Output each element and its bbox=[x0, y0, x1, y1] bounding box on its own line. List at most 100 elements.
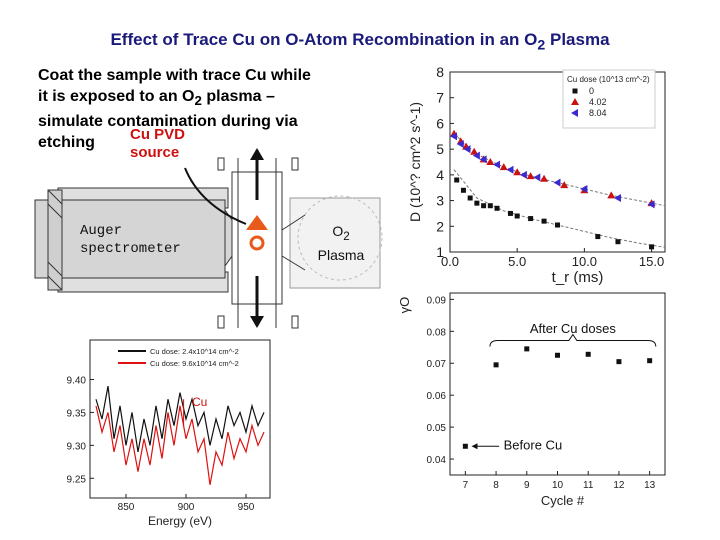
data-point-square bbox=[507, 210, 513, 216]
data-point-triangle-up bbox=[513, 168, 522, 176]
y-tick-label: 1 bbox=[436, 244, 444, 260]
data-point-square bbox=[487, 203, 493, 209]
desc-line-2-start: it is exposed to an O bbox=[38, 88, 195, 105]
spectrum-line bbox=[95, 405, 265, 485]
x-tick-label: 9 bbox=[524, 480, 530, 491]
data-point-square bbox=[481, 203, 487, 209]
plasma-subscript: 2 bbox=[343, 229, 350, 243]
data-point-triangle-up bbox=[486, 158, 495, 165]
cu-pvd-label: Cu PVD source bbox=[130, 126, 185, 162]
after-cu-brace bbox=[489, 333, 657, 347]
data-point bbox=[555, 352, 560, 358]
data-point-square bbox=[460, 187, 466, 193]
flange-glyph-3 bbox=[217, 315, 225, 329]
desc-line-2-end: plasma – bbox=[201, 88, 275, 105]
auger-body bbox=[34, 199, 226, 279]
x-tick-label: 8 bbox=[493, 480, 499, 491]
data-point-triangle-up bbox=[560, 181, 569, 189]
legend-label: 4.02 bbox=[589, 97, 607, 107]
x-tick-label: 950 bbox=[238, 502, 255, 513]
flange-glyph-4 bbox=[291, 315, 299, 329]
data-point-triangle-left bbox=[450, 132, 458, 141]
x-tick-label: 850 bbox=[118, 502, 135, 513]
pvd-feed-line bbox=[184, 167, 247, 225]
plasma-connector-top bbox=[281, 214, 306, 231]
data-point-triangle-left bbox=[463, 145, 471, 154]
y-tick-label: 6 bbox=[436, 115, 444, 131]
plot-frame bbox=[449, 292, 666, 476]
plasma-label: O2 Plasma bbox=[305, 222, 377, 264]
data-point-square bbox=[541, 218, 547, 224]
title-tail: Plasma bbox=[545, 30, 610, 49]
data-point-square bbox=[615, 239, 621, 245]
sample-holder bbox=[249, 235, 265, 251]
pvd-line-2: source bbox=[130, 144, 180, 161]
spectrum-line bbox=[95, 385, 265, 453]
data-point-triangle-left bbox=[647, 200, 655, 209]
legend-title: Cu dose (10^13 cm^-2) bbox=[567, 75, 650, 84]
data-point-triangle-up bbox=[540, 174, 549, 182]
data-point-triangle-up bbox=[526, 172, 535, 180]
legend-label: 0 bbox=[589, 86, 594, 96]
plasma-line-2: Plasma bbox=[317, 246, 365, 263]
legend-marker bbox=[571, 98, 579, 105]
hatch-3 bbox=[47, 261, 63, 277]
desc-line-2: it is exposed to an O2 plasma – bbox=[38, 86, 368, 111]
data-point-square bbox=[528, 216, 534, 222]
x-axis-label: Energy (eV) bbox=[148, 514, 212, 528]
data-point-square bbox=[555, 222, 560, 228]
auger-end-cap bbox=[47, 189, 63, 291]
flange-glyph-1 bbox=[217, 157, 225, 171]
y-tick-label: 9.40 bbox=[67, 376, 87, 387]
legend-label: Cu dose: 2.4x10^14 cm^-2 bbox=[150, 347, 239, 356]
data-point-triangle-left bbox=[613, 194, 621, 202]
data-point-triangle-left bbox=[519, 170, 527, 179]
data-point bbox=[462, 443, 468, 449]
chart-auger-spectrum: 850 900 950 9.25 9.30 9.35 9.40 Energy (eV) Cu d… bbox=[67, 339, 271, 528]
hatch-2 bbox=[47, 203, 63, 219]
hatch-4 bbox=[47, 275, 63, 291]
y-axis-label: D (10^? cm^2 s^-1) bbox=[407, 102, 423, 222]
pvd-beam bbox=[246, 215, 268, 230]
cu-annotation: Cu bbox=[192, 395, 207, 409]
legend-marker bbox=[572, 88, 578, 94]
x-tick-label: 7 bbox=[463, 480, 469, 491]
data-point-square bbox=[467, 195, 473, 201]
data-point bbox=[647, 358, 653, 364]
desc-line-3: simulate contamination during via bbox=[38, 113, 298, 131]
plasma-connector-bottom bbox=[281, 255, 306, 271]
description-text: Coat the sample with trace Cu while it i… bbox=[38, 65, 368, 153]
plasma-line-1: O2 bbox=[305, 222, 377, 246]
legend-marker bbox=[571, 109, 578, 117]
x-tick-label: 900 bbox=[178, 502, 195, 513]
data-point-square bbox=[494, 205, 500, 211]
desc-line-2-subscript: 2 bbox=[194, 93, 202, 109]
data-point-square bbox=[454, 177, 460, 183]
pvd-line-1: Cu PVD bbox=[130, 126, 186, 143]
data-point-square bbox=[474, 200, 480, 206]
title-subscript: 2 bbox=[537, 37, 546, 54]
data-point-triangle-left bbox=[580, 185, 588, 193]
data-point-triangle-left bbox=[479, 155, 487, 164]
legend-box bbox=[562, 69, 656, 129]
data-point-triangle-left bbox=[456, 140, 464, 148]
y-tick-label: 9.30 bbox=[67, 441, 87, 452]
plasma-glow bbox=[297, 195, 383, 281]
slide-title: Effect of Trace Cu on O-Atom Recombinati… bbox=[0, 30, 720, 53]
desc-line-1: Coat the sample with trace Cu while bbox=[38, 67, 311, 84]
data-point-square bbox=[595, 234, 601, 240]
x-tick-label: 11 bbox=[583, 480, 594, 491]
y-tick-label: 2 bbox=[436, 218, 444, 234]
data-point bbox=[585, 351, 591, 357]
y-tick-label: 8 bbox=[436, 64, 444, 80]
x-tick-label: 13 bbox=[644, 480, 656, 491]
y-tick-label: 4 bbox=[436, 167, 444, 183]
auger-line-2: spectrometer bbox=[80, 241, 181, 257]
data-point-square bbox=[649, 244, 655, 250]
data-point bbox=[616, 359, 622, 365]
plasma-tube-box bbox=[289, 197, 381, 289]
x-axis-label: Cycle # bbox=[541, 493, 585, 508]
x-tick-label: 15.0 bbox=[639, 254, 664, 269]
annotation-before-cu: Before Cu bbox=[504, 438, 563, 453]
